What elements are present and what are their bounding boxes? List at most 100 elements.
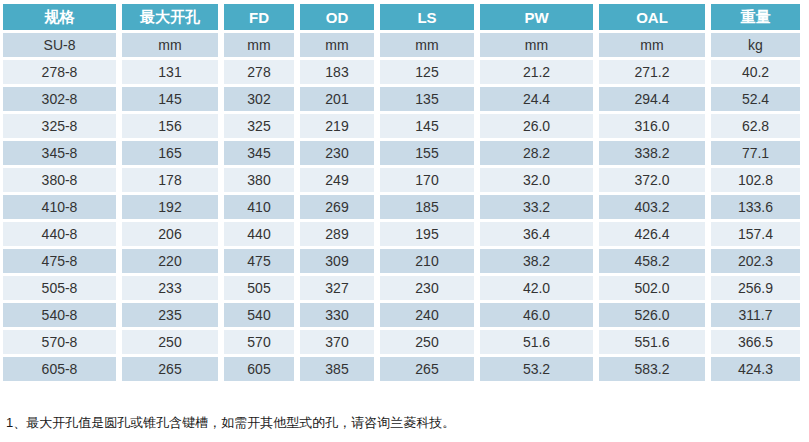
table-cell: 220 (122, 249, 218, 273)
table-cell: mm (380, 33, 474, 57)
table-cell: 302-8 (3, 87, 116, 111)
table-cell: 230 (300, 141, 374, 165)
table-cell: 345-8 (3, 141, 116, 165)
table-cell: 338.2 (599, 141, 705, 165)
table-cell: 380-8 (3, 168, 116, 192)
table-cell: 240 (380, 303, 474, 327)
table-cell: mm (480, 33, 593, 57)
table-cell: 551.6 (599, 330, 705, 354)
table-cell: 46.0 (480, 303, 593, 327)
table-cell: 380 (224, 168, 294, 192)
table-cell: 372.0 (599, 168, 705, 192)
table-cell: 289 (300, 222, 374, 246)
table-cell: 366.5 (711, 330, 800, 354)
table-row: 278-813127818312521.2271.240.2 (3, 60, 800, 84)
table-cell: 249 (300, 168, 374, 192)
col-header-max-bore: 最大开孔 (122, 4, 218, 30)
table-cell: 385 (300, 357, 374, 381)
table-cell: 230 (380, 276, 474, 300)
table-cell: 155 (380, 141, 474, 165)
table-cell: 265 (380, 357, 474, 381)
table-cell: mm (224, 33, 294, 57)
table-cell: 201 (300, 87, 374, 111)
table-cell: 219 (300, 114, 374, 138)
table-cell: 309 (300, 249, 374, 273)
table-cell: 278 (224, 60, 294, 84)
table-cell: 53.2 (480, 357, 593, 381)
table-cell: 135 (380, 87, 474, 111)
table-cell: 540 (224, 303, 294, 327)
table-cell: 440 (224, 222, 294, 246)
table-cell: mm (122, 33, 218, 57)
table-cell: 157.4 (711, 222, 800, 246)
table-cell: 156 (122, 114, 218, 138)
units-row: SU-8mmmmmmmmmmmmkg (3, 33, 800, 57)
table-cell: 210 (380, 249, 474, 273)
table-cell: 316.0 (599, 114, 705, 138)
table-cell: 40.2 (711, 60, 800, 84)
col-header-weight: 重量 (711, 4, 800, 30)
table-cell: 145 (380, 114, 474, 138)
table-cell: 605-8 (3, 357, 116, 381)
table-cell: 403.2 (599, 195, 705, 219)
table-cell: 330 (300, 303, 374, 327)
table-row: 410-819241026918533.2403.2133.6 (3, 195, 800, 219)
table-cell: 505 (224, 276, 294, 300)
table-cell: 505-8 (3, 276, 116, 300)
table-cell: 570-8 (3, 330, 116, 354)
table-cell: 458.2 (599, 249, 705, 273)
table-cell: 133.6 (711, 195, 800, 219)
table-cell: 32.0 (480, 168, 593, 192)
table-row: 325-815632521914526.0316.062.8 (3, 114, 800, 138)
table-cell: 311.7 (711, 303, 800, 327)
table-row: 345-816534523015528.2338.277.1 (3, 141, 800, 165)
footnote: 1、最大开孔值是圆孔或锥孔含键槽，如需开其他型式的孔，请咨询兰菱科技。 (6, 414, 455, 432)
table-cell: 475 (224, 249, 294, 273)
col-header-fd: FD (224, 4, 294, 30)
table-cell: 206 (122, 222, 218, 246)
table-cell: 502.0 (599, 276, 705, 300)
table-cell: 185 (380, 195, 474, 219)
table-cell: 426.4 (599, 222, 705, 246)
table-cell: 424.3 (711, 357, 800, 381)
table-cell: 38.2 (480, 249, 593, 273)
table-cell: 583.2 (599, 357, 705, 381)
spec-table: 规格 最大开孔 FD OD LS PW OAL 重量 SU-8mmmmmmmmm… (3, 4, 800, 381)
table-cell: 294.4 (599, 87, 705, 111)
table-row: 605-826560538526553.2583.2424.3 (3, 357, 800, 381)
table-cell: 21.2 (480, 60, 593, 84)
table-cell: 165 (122, 141, 218, 165)
table-cell: 327 (300, 276, 374, 300)
table-cell: 440-8 (3, 222, 116, 246)
table-row: 380-817838024917032.0372.0102.8 (3, 168, 800, 192)
table-cell: 570 (224, 330, 294, 354)
table-cell: 235 (122, 303, 218, 327)
table-cell: 26.0 (480, 114, 593, 138)
table-row: 302-814530220113524.4294.452.4 (3, 87, 800, 111)
table-body: SU-8mmmmmmmmmmmmkg 278-813127818312521.22… (3, 33, 800, 381)
table-cell: 256.9 (711, 276, 800, 300)
col-header-pw: PW (480, 4, 593, 30)
table-cell: 250 (380, 330, 474, 354)
table-cell: 24.4 (480, 87, 593, 111)
table-cell: 28.2 (480, 141, 593, 165)
table-cell: 178 (122, 168, 218, 192)
table-cell: 526.0 (599, 303, 705, 327)
col-header-ls: LS (380, 4, 474, 30)
table-cell: 410 (224, 195, 294, 219)
table-cell: 325-8 (3, 114, 116, 138)
table-cell: SU-8 (3, 33, 116, 57)
table-cell: 410-8 (3, 195, 116, 219)
table-cell: 605 (224, 357, 294, 381)
table-cell: 51.6 (480, 330, 593, 354)
table-cell: 125 (380, 60, 474, 84)
table-cell: 102.8 (711, 168, 800, 192)
table-cell: 202.3 (711, 249, 800, 273)
table-cell: 475-8 (3, 249, 116, 273)
table-cell: 345 (224, 141, 294, 165)
table-cell: 370 (300, 330, 374, 354)
table-cell: mm (599, 33, 705, 57)
table-cell: 233 (122, 276, 218, 300)
table-cell: 62.8 (711, 114, 800, 138)
col-header-spec: 规格 (3, 4, 116, 30)
